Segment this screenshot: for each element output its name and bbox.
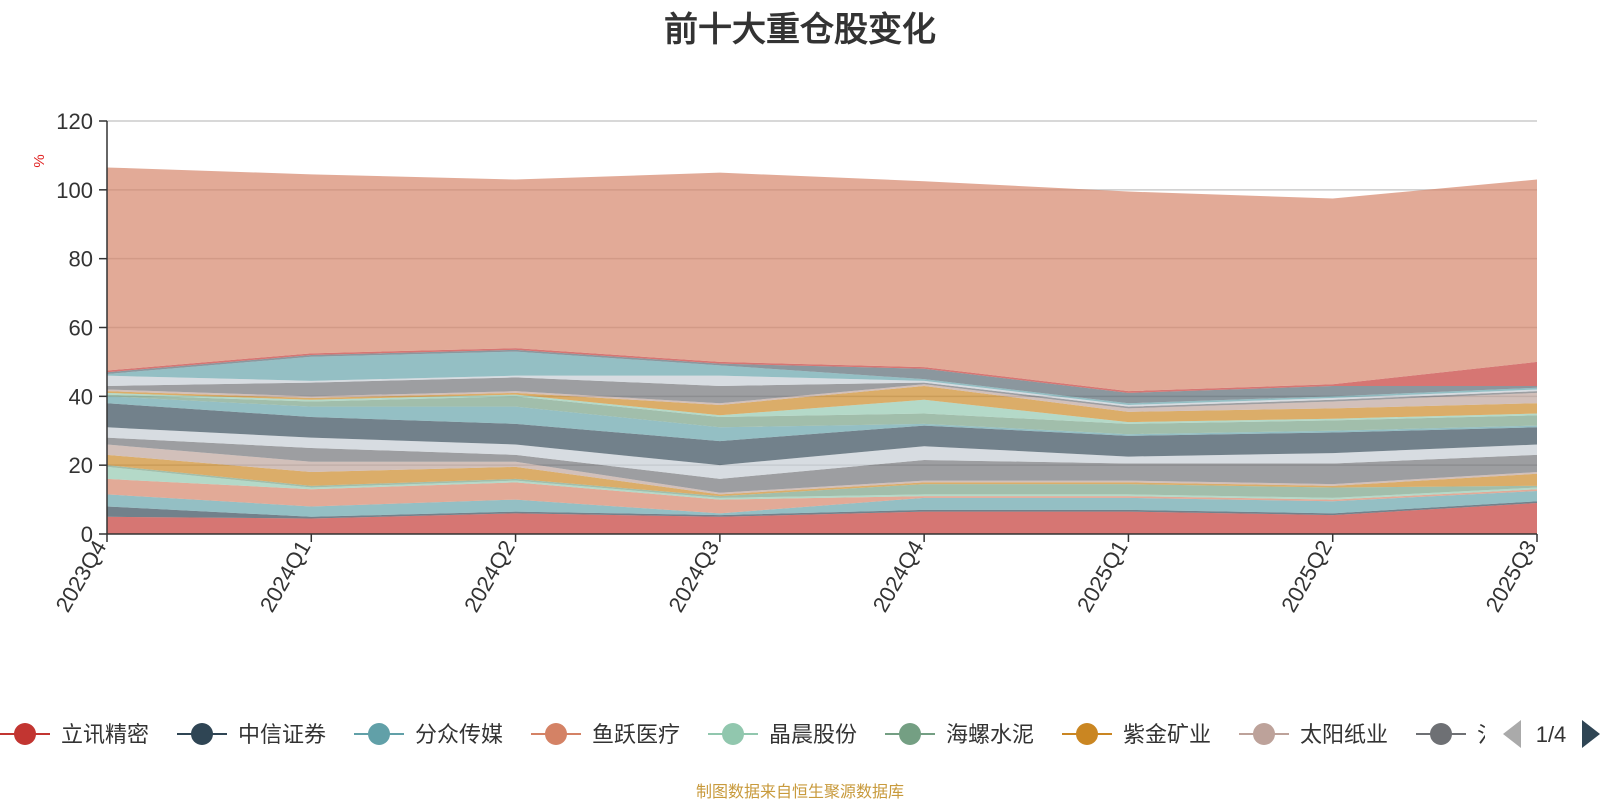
y-axis-label: % (31, 154, 48, 167)
area-series-14 (107, 392, 1537, 424)
x-tick-label: 2025Q2 (1276, 536, 1337, 616)
legend-marker-icon (722, 723, 744, 745)
area-series-1 (107, 503, 1537, 534)
area-series-7 (107, 454, 1537, 497)
area-series-9 (107, 437, 1537, 493)
legend-item[interactable]: 鱼跃医疗 (531, 722, 680, 747)
legend-marker-icon (899, 723, 921, 745)
y-tick-label: 60 (69, 316, 93, 341)
legend-label: 鱼跃医疗 (592, 722, 680, 747)
legend-marker-icon (545, 723, 567, 745)
y-tick-label: 20 (69, 453, 93, 478)
legend-next-icon[interactable] (1582, 720, 1600, 748)
area-series-5 (107, 466, 1537, 500)
legend-item[interactable]: 晶晨股份 (708, 722, 857, 747)
x-tick-label: 2025Q1 (1072, 536, 1133, 616)
legend-item[interactable]: 紫金矿业 (1062, 722, 1211, 747)
legend-label: 太阳纸业 (1300, 722, 1388, 747)
area-series-19 (107, 351, 1537, 405)
legend-item[interactable]: 中信证券 (177, 722, 326, 747)
chart-title: 前十大重仓股变化 (664, 11, 936, 49)
area-series-18 (107, 375, 1537, 407)
legend-prev-icon[interactable] (1503, 720, 1521, 748)
area-series-4 (107, 478, 1537, 514)
legend: 立讯精密 中信证券 分众传媒 鱼跃医疗 晶晨股份 海螺水泥 紫金矿业 太阳纸业 氵 (0, 722, 1499, 747)
area-series-6 (107, 465, 1537, 498)
area-series-13 (107, 394, 1537, 435)
legend-item[interactable]: 立讯精密 (0, 722, 149, 747)
legend-page-indicator: 1/4 (1536, 722, 1567, 747)
x-tick-label: 2023Q4 (51, 536, 112, 616)
area-series-10 (107, 427, 1537, 479)
legend-marker-icon (368, 723, 390, 745)
x-tick-label: 2024Q2 (459, 536, 520, 616)
y-tick-label: 100 (56, 178, 93, 203)
x-tick-label: 2025Q3 (1481, 536, 1542, 616)
legend-label: 中信证券 (238, 722, 326, 747)
legend-label: 氵 (1477, 722, 1499, 747)
legend-marker-icon (1430, 723, 1452, 745)
legend-item[interactable]: 氵 (1416, 722, 1499, 747)
area-series-3 (107, 490, 1537, 517)
legend-label: 分众传媒 (415, 722, 503, 747)
y-tick-label: 80 (69, 247, 93, 272)
legend-label: 海螺水泥 (946, 722, 1034, 747)
area-series-15 (107, 386, 1537, 423)
area-series-17 (107, 377, 1537, 409)
legend-item[interactable]: 海螺水泥 (885, 722, 1034, 747)
y-tick-label: 120 (56, 109, 93, 134)
legend-item[interactable]: 太阳纸业 (1239, 722, 1388, 747)
area-series-2 (107, 501, 1537, 519)
x-tick-label: 2024Q3 (663, 536, 724, 616)
area-series-11 (107, 403, 1537, 466)
y-tick-label: 0 (81, 522, 93, 547)
y-tick-label: 40 (69, 384, 93, 409)
data-source-footer: 制图数据来自恒生聚源数据库 (695, 784, 904, 801)
legend-label: 晶晨股份 (769, 722, 857, 747)
legend-marker-icon (1253, 723, 1275, 745)
legend-item[interactable]: 分众传媒 (354, 722, 503, 747)
area-series-22 (107, 167, 1537, 392)
legend-label: 立讯精密 (61, 722, 149, 747)
legend-marker-icon (1076, 723, 1098, 745)
legend-marker-icon (14, 723, 36, 745)
area-series-8 (107, 444, 1537, 495)
x-tick-label: 2024Q4 (868, 536, 929, 616)
legend-label: 紫金矿业 (1123, 722, 1211, 747)
area-series-12 (107, 396, 1537, 442)
legend-marker-icon (191, 723, 213, 745)
x-tick-label: 2024Q1 (255, 536, 316, 616)
